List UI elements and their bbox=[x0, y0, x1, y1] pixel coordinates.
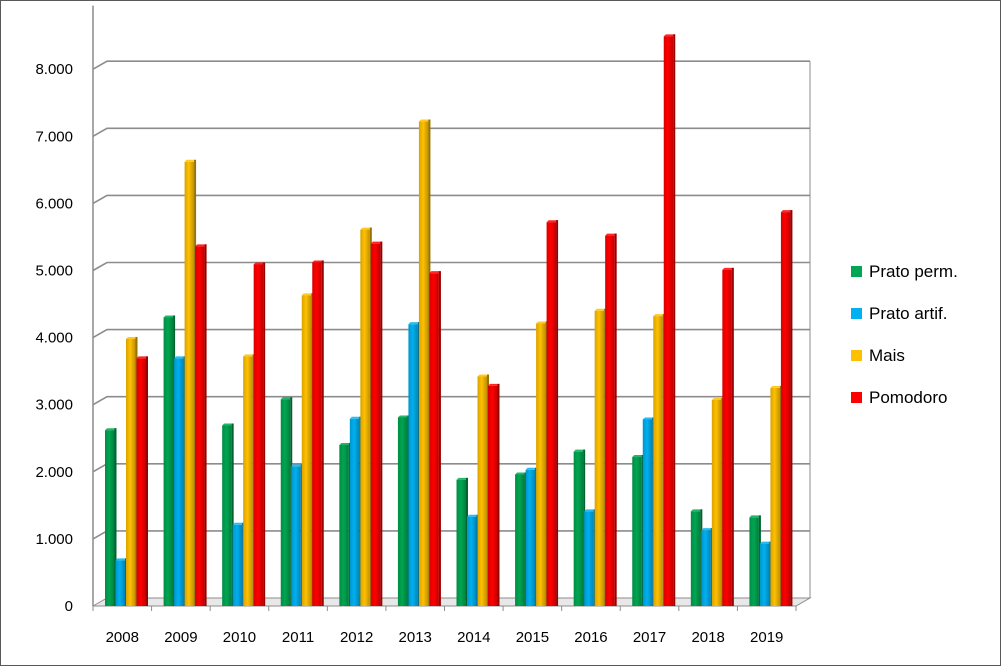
y-tick-label: 8.000 bbox=[35, 61, 73, 78]
bar-pomodoro-2011 bbox=[312, 260, 324, 606]
bar-pomodoro-2013 bbox=[429, 271, 441, 606]
bar-prato-artif--2009 bbox=[174, 356, 186, 606]
bar-mais-2016 bbox=[594, 308, 607, 606]
x-tick-label: 2009 bbox=[164, 629, 197, 646]
bar-prato-perm--2008 bbox=[105, 428, 117, 606]
legend-label: Prato artif. bbox=[869, 304, 947, 323]
bar-mais-2014 bbox=[477, 374, 489, 606]
y-tick-label: 7.000 bbox=[35, 128, 73, 145]
bar-prato-artif--2015 bbox=[525, 467, 538, 606]
gridline bbox=[92, 328, 810, 339]
bar-mais-2012 bbox=[360, 227, 372, 606]
gridline bbox=[92, 60, 810, 70]
x-tick-label: 2016 bbox=[574, 629, 607, 646]
gridline bbox=[92, 261, 810, 272]
bars bbox=[105, 34, 793, 607]
bar-prato-perm--2016 bbox=[573, 449, 586, 606]
bar-prato-artif--2017 bbox=[642, 417, 655, 606]
x-tick-label: 2015 bbox=[516, 629, 549, 646]
bar-prato-artif--2012 bbox=[349, 416, 362, 606]
bar-mais-2009 bbox=[184, 159, 197, 606]
bar-pomodoro-2019 bbox=[780, 210, 793, 607]
axes bbox=[92, 5, 812, 611]
bar-mais-2017 bbox=[653, 314, 665, 606]
y-tick-label: 1.000 bbox=[35, 531, 73, 548]
bar-prato-perm--2010 bbox=[222, 423, 234, 606]
bar-prato-artif--2019 bbox=[759, 541, 772, 606]
gridlines bbox=[92, 60, 810, 540]
bar-pomodoro-2010 bbox=[253, 262, 266, 606]
bar-pomodoro-2009 bbox=[195, 244, 207, 606]
bar-prato-artif--2010 bbox=[232, 522, 245, 606]
legend-item-pomodoro: Pomodoro bbox=[851, 388, 947, 407]
bar-prato-artif--2018 bbox=[701, 528, 713, 606]
x-tick-label: 2012 bbox=[340, 629, 373, 646]
x-tick-label: 2013 bbox=[399, 629, 432, 646]
bar-pomodoro-2016 bbox=[605, 233, 617, 606]
bar-prato-perm--2019 bbox=[749, 515, 761, 606]
legend-swatch bbox=[851, 392, 862, 403]
bar-mais-2011 bbox=[301, 293, 314, 606]
bar-pomodoro-2008 bbox=[136, 356, 148, 606]
bar-mais-2013 bbox=[418, 119, 431, 607]
bar-prato-perm--2013 bbox=[397, 415, 410, 606]
bar-prato-perm--2012 bbox=[339, 442, 351, 606]
y-tick-label: 3.000 bbox=[35, 397, 73, 414]
legend-label: Prato perm. bbox=[869, 262, 958, 281]
bar-prato-perm--2018 bbox=[690, 509, 703, 606]
y-tick-label: 5.000 bbox=[35, 263, 73, 280]
bar-prato-artif--2016 bbox=[584, 509, 596, 606]
x-tick-label: 2011 bbox=[282, 629, 314, 646]
gridline bbox=[92, 395, 810, 406]
tick-labels: 0 1.000 2.000 3.000 4.000 5.000 6.000 7.000 8.00… bbox=[35, 61, 783, 646]
legend: Prato perm. Prato artif. Mais Pomodoro bbox=[851, 262, 958, 407]
bar-prato-artif--2014 bbox=[467, 514, 479, 606]
bar-pomodoro-2012 bbox=[370, 241, 383, 606]
bar-prato-perm--2015 bbox=[515, 472, 527, 606]
bar-pomodoro-2014 bbox=[488, 383, 500, 606]
bar-mais-2008 bbox=[126, 336, 138, 606]
bar-prato-perm--2011 bbox=[280, 397, 293, 606]
bar-mais-2015 bbox=[536, 321, 548, 606]
bar-pomodoro-2017 bbox=[663, 34, 676, 607]
legend-item-prato-artif-: Prato artif. bbox=[851, 304, 947, 323]
legend-label: Pomodoro bbox=[869, 388, 947, 407]
bar-pomodoro-2015 bbox=[546, 220, 559, 607]
bar-mais-2019 bbox=[770, 385, 782, 606]
x-tick-label: 2008 bbox=[106, 629, 139, 646]
x-tick-label: 2014 bbox=[457, 629, 490, 646]
x-tick-label: 2019 bbox=[750, 629, 783, 646]
y-tick-label: 6.000 bbox=[35, 195, 73, 212]
legend-item-prato-perm-: Prato perm. bbox=[851, 262, 958, 281]
bar-prato-perm--2009 bbox=[163, 315, 176, 606]
legend-swatch bbox=[851, 266, 862, 277]
bar-prato-artif--2008 bbox=[115, 558, 127, 606]
x-tick-label: 2018 bbox=[691, 629, 724, 646]
x-tick-label: 2017 bbox=[633, 629, 666, 646]
y-tick-label: 0 bbox=[65, 598, 73, 615]
bar-prato-perm--2014 bbox=[456, 477, 468, 606]
y-tick-label: 4.000 bbox=[35, 330, 73, 347]
legend-swatch bbox=[851, 350, 862, 361]
bar-prato-artif--2011 bbox=[291, 464, 303, 606]
bar-prato-perm--2017 bbox=[632, 455, 644, 606]
gridline bbox=[92, 127, 810, 137]
legend-label: Mais bbox=[869, 346, 905, 365]
bar-mais-2018 bbox=[711, 398, 724, 606]
bar-pomodoro-2018 bbox=[722, 267, 734, 606]
legend-item-mais: Mais bbox=[851, 346, 905, 365]
legend-swatch bbox=[851, 308, 862, 319]
gridline bbox=[92, 194, 810, 205]
y-tick-label: 2.000 bbox=[35, 464, 73, 481]
bar-prato-artif--2013 bbox=[408, 322, 420, 606]
bar-mais-2010 bbox=[243, 354, 255, 606]
x-tick-label: 2010 bbox=[223, 629, 256, 646]
